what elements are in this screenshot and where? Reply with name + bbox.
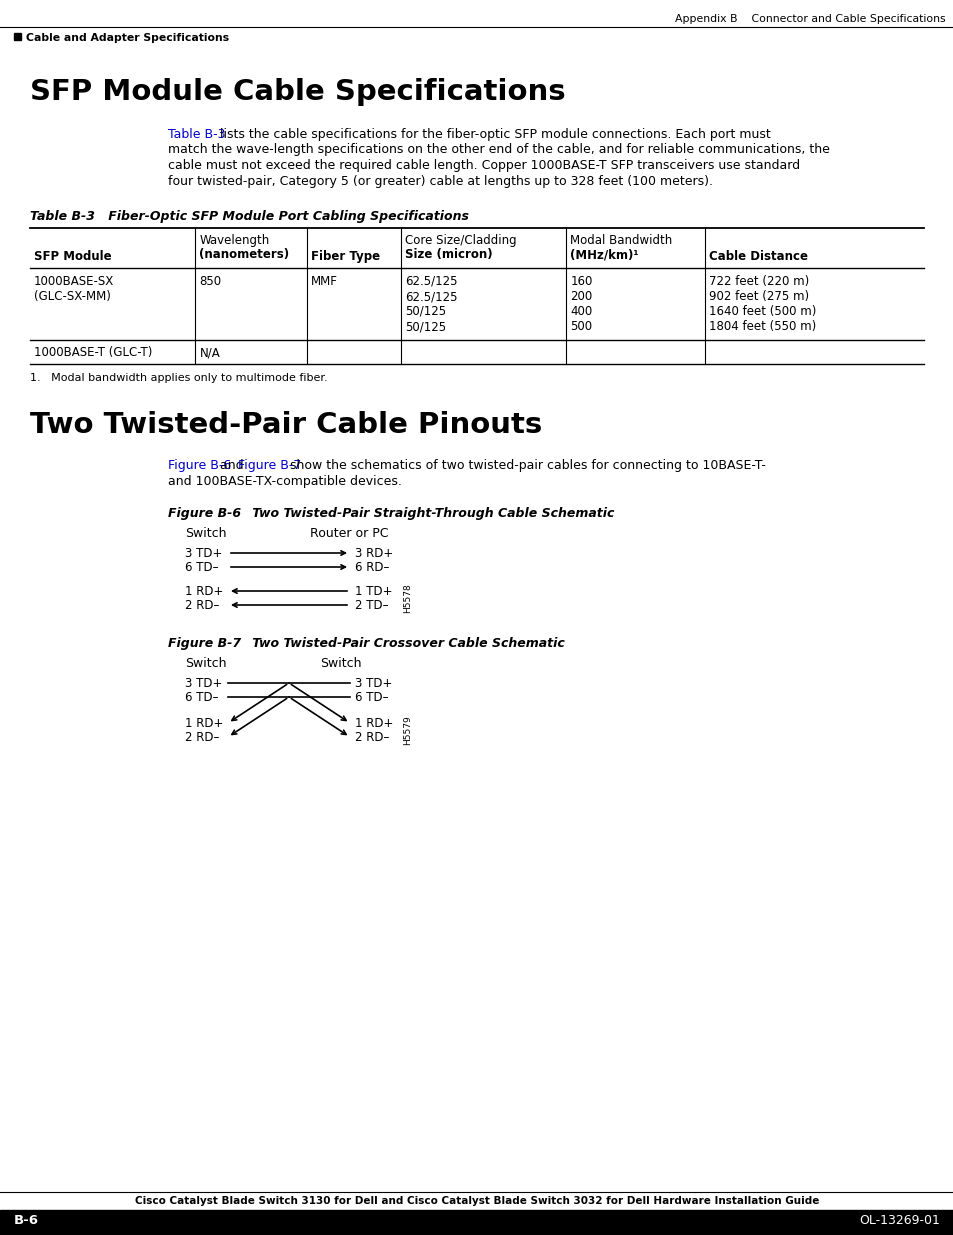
Text: 3 TD+: 3 TD+ bbox=[185, 547, 222, 559]
Text: and: and bbox=[215, 459, 248, 472]
Text: Fiber Type: Fiber Type bbox=[311, 249, 380, 263]
Bar bbox=[14, 33, 21, 40]
Text: Router or PC: Router or PC bbox=[310, 527, 388, 540]
Text: Switch: Switch bbox=[319, 657, 361, 671]
Text: N/A: N/A bbox=[199, 346, 220, 359]
Text: 722 feet (220 m): 722 feet (220 m) bbox=[708, 275, 808, 288]
Text: SFP Module: SFP Module bbox=[34, 249, 112, 263]
Text: Table B-3: Table B-3 bbox=[30, 210, 95, 224]
Text: Cisco Catalyst Blade Switch 3130 for Dell and Cisco Catalyst Blade Switch 3032 f: Cisco Catalyst Blade Switch 3130 for Del… bbox=[134, 1195, 819, 1207]
Text: Switch: Switch bbox=[185, 657, 226, 671]
Text: and 100BASE-TX-compatible devices.: and 100BASE-TX-compatible devices. bbox=[168, 474, 401, 488]
Text: 200: 200 bbox=[570, 290, 592, 303]
Text: 2 RD–: 2 RD– bbox=[185, 731, 219, 743]
Text: Cable and Adapter Specifications: Cable and Adapter Specifications bbox=[26, 33, 229, 43]
Text: Switch: Switch bbox=[185, 527, 226, 540]
Text: 2 RD–: 2 RD– bbox=[185, 599, 219, 613]
Text: 850: 850 bbox=[199, 275, 221, 288]
Text: H5579: H5579 bbox=[402, 715, 412, 745]
Text: 1000BASE-T (GLC-T): 1000BASE-T (GLC-T) bbox=[34, 346, 152, 359]
Text: 1804 feet (550 m): 1804 feet (550 m) bbox=[708, 320, 816, 333]
Text: 6 TD–: 6 TD– bbox=[185, 692, 218, 704]
Text: (MHz/km)¹: (MHz/km)¹ bbox=[570, 248, 639, 261]
Text: 1640 feet (500 m): 1640 feet (500 m) bbox=[708, 305, 816, 317]
Text: B-6: B-6 bbox=[14, 1214, 39, 1228]
Text: 1 RD+: 1 RD+ bbox=[185, 585, 223, 598]
Text: H5578: H5578 bbox=[402, 583, 412, 613]
Text: Cable Distance: Cable Distance bbox=[708, 249, 807, 263]
Text: 3 TD+: 3 TD+ bbox=[185, 677, 222, 690]
Text: Figure B-6: Figure B-6 bbox=[168, 459, 231, 472]
Text: Two Twisted-Pair Crossover Cable Schematic: Two Twisted-Pair Crossover Cable Schemat… bbox=[226, 637, 564, 650]
Text: 902 feet (275 m): 902 feet (275 m) bbox=[708, 290, 808, 303]
Text: show the schematics of two twisted-pair cables for connecting to 10BASE-T-: show the schematics of two twisted-pair … bbox=[286, 459, 765, 472]
Text: 400: 400 bbox=[570, 305, 592, 317]
Text: lists the cable specifications for the fiber-optic SFP module connections. Each : lists the cable specifications for the f… bbox=[215, 128, 770, 141]
Text: MMF: MMF bbox=[311, 275, 337, 288]
Text: Appendix B    Connector and Cable Specifications: Appendix B Connector and Cable Specifica… bbox=[675, 14, 945, 23]
Text: 6 TD–: 6 TD– bbox=[185, 561, 218, 574]
Text: Modal Bandwidth: Modal Bandwidth bbox=[570, 233, 672, 247]
Text: 500: 500 bbox=[570, 320, 592, 333]
Text: (nanometers): (nanometers) bbox=[199, 248, 289, 261]
Text: 1 RD+: 1 RD+ bbox=[185, 718, 223, 730]
Text: 3 RD+: 3 RD+ bbox=[355, 547, 393, 559]
Text: 6 TD–: 6 TD– bbox=[355, 692, 388, 704]
Text: 1 TD+: 1 TD+ bbox=[355, 585, 392, 598]
Text: Fiber-Optic SFP Module Port Cabling Specifications: Fiber-Optic SFP Module Port Cabling Spec… bbox=[82, 210, 469, 224]
Text: Wavelength: Wavelength bbox=[199, 233, 270, 247]
Text: Table B-3: Table B-3 bbox=[168, 128, 225, 141]
Text: 2 RD–: 2 RD– bbox=[355, 731, 389, 743]
Text: four twisted-pair, Category 5 (or greater) cable at lengths up to 328 feet (100 : four twisted-pair, Category 5 (or greate… bbox=[168, 174, 712, 188]
Text: 3 TD+: 3 TD+ bbox=[355, 677, 392, 690]
Text: 62.5/125: 62.5/125 bbox=[405, 275, 457, 288]
Text: 1.   Modal bandwidth applies only to multimode fiber.: 1. Modal bandwidth applies only to multi… bbox=[30, 373, 327, 383]
Text: 50/125: 50/125 bbox=[405, 320, 446, 333]
Text: OL-13269-01: OL-13269-01 bbox=[859, 1214, 939, 1228]
Text: 160: 160 bbox=[570, 275, 592, 288]
Text: 2 TD–: 2 TD– bbox=[355, 599, 388, 613]
Text: Two Twisted-Pair Cable Pinouts: Two Twisted-Pair Cable Pinouts bbox=[30, 411, 541, 438]
Text: 1 RD+: 1 RD+ bbox=[355, 718, 393, 730]
Text: 1000BASE-SX: 1000BASE-SX bbox=[34, 275, 114, 288]
Text: Two Twisted-Pair Straight-Through Cable Schematic: Two Twisted-Pair Straight-Through Cable … bbox=[226, 508, 614, 520]
Text: match the wave-length specifications on the other end of the cable, and for reli: match the wave-length specifications on … bbox=[168, 143, 829, 157]
Text: (GLC-SX-MM): (GLC-SX-MM) bbox=[34, 290, 111, 303]
Text: SFP Module Cable Specifications: SFP Module Cable Specifications bbox=[30, 78, 565, 106]
Text: 62.5/125: 62.5/125 bbox=[405, 290, 457, 303]
Text: 6 RD–: 6 RD– bbox=[355, 561, 389, 574]
Text: Figure B-7: Figure B-7 bbox=[237, 459, 301, 472]
Text: Core Size/Cladding: Core Size/Cladding bbox=[405, 233, 517, 247]
Text: 50/125: 50/125 bbox=[405, 305, 446, 317]
Text: cable must not exceed the required cable length. Copper 1000BASE-T SFP transceiv: cable must not exceed the required cable… bbox=[168, 159, 800, 172]
Text: Figure B-6: Figure B-6 bbox=[168, 508, 241, 520]
Bar bbox=[0, 1210, 953, 1235]
Text: Size (micron): Size (micron) bbox=[405, 248, 492, 261]
Text: Figure B-7: Figure B-7 bbox=[168, 637, 241, 650]
